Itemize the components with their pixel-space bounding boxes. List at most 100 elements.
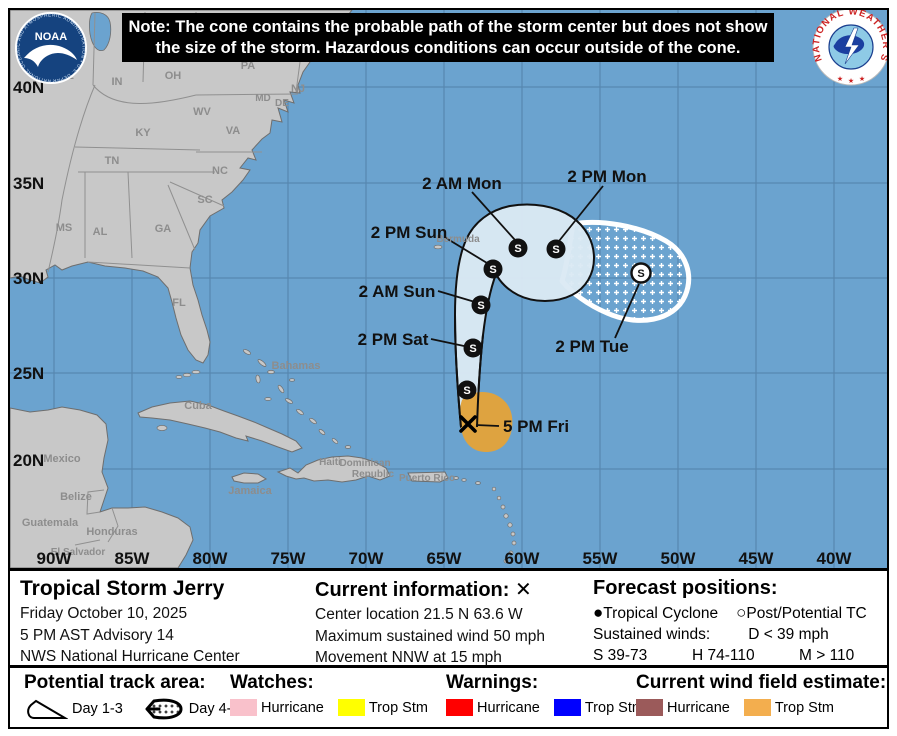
svg-text:MD: MD [255, 93, 271, 104]
svg-text:65W: 65W [427, 549, 463, 568]
tropical-cyclone-key: ●Tropical Cyclone [593, 602, 718, 624]
storm-advisory: 5 PM AST Advisory 14 [20, 626, 174, 644]
svg-text:20N: 20N [13, 451, 44, 470]
svg-text:★: ★ [859, 75, 865, 83]
storm-info-panel: Tropical Storm Jerry Friday October 10, … [20, 571, 300, 665]
svg-text:Guatemala: Guatemala [22, 517, 79, 529]
sustained-winds-label: Sustained winds: [593, 626, 711, 643]
day13-cone-icon [27, 699, 68, 719]
marker-2pm-sat: S [463, 338, 483, 358]
wind-field-heading: Current wind field estimate: [636, 672, 887, 693]
lat-labels: 40N 35N 30N 25N 20N [13, 78, 44, 470]
svg-text:Haiti: Haiti [319, 457, 341, 468]
marker-2pm-mon: S [546, 239, 566, 259]
svg-text:WV: WV [193, 106, 211, 118]
forecast-positions-panel: Forecast positions: ●Tropical Cyclone ○P… [593, 571, 885, 685]
svg-text:IN: IN [112, 76, 123, 88]
warn-tropstm-label: Trop Stm [584, 699, 644, 716]
svg-text:NOAA: NOAA [35, 31, 67, 43]
svg-text:NJ: NJ [291, 83, 305, 95]
post-potential-key: ○Post/Potential TC [736, 602, 867, 624]
svg-text:AL: AL [93, 226, 108, 238]
svg-text:2 PM Mon: 2 PM Mon [567, 167, 646, 186]
note-line2: the size of the storm. Hazardous conditi… [155, 38, 741, 57]
windfield-tropstm-label: Trop Stm [774, 699, 834, 716]
warnings-heading: Warnings: [446, 672, 539, 693]
svg-text:Dominican: Dominican [339, 458, 390, 469]
row-divider [10, 665, 887, 668]
svg-text:85W: 85W [115, 549, 151, 568]
bahamas-islands [243, 349, 352, 449]
svg-text:50W: 50W [661, 549, 697, 568]
svg-text:Cuba: Cuba [184, 400, 212, 412]
wind-class-d: D < 39 mph [748, 626, 829, 643]
svg-text:5 PM Fri: 5 PM Fri [503, 417, 569, 436]
map-canvas: IL IN OH PA NJ WV MD DE VA KY TN NC SC G… [10, 10, 887, 568]
svg-text:S: S [463, 385, 470, 397]
current-info-heading: Current information: ✕ [315, 579, 532, 601]
svg-text:40W: 40W [817, 549, 853, 568]
movement: Movement NNW at 15 mph [315, 649, 502, 666]
bermuda-island [433, 244, 443, 250]
marker-2am-sun: S [471, 295, 491, 315]
svg-text:OH: OH [165, 70, 182, 82]
windfield-hurricane-label: Hurricane [667, 699, 730, 716]
svg-text:Mexico: Mexico [43, 453, 81, 465]
svg-text:Puerto Rico: Puerto Rico [399, 473, 455, 484]
svg-text:45W: 45W [739, 549, 775, 568]
cuba-island [137, 400, 303, 453]
svg-text:FL: FL [172, 297, 186, 309]
svg-text:2 PM Tue: 2 PM Tue [555, 337, 628, 356]
hurricane-windfield-swatch [636, 699, 663, 716]
cone-note-banner: Note: The cone contains the probable pat… [122, 13, 774, 62]
warn-hurricane-key: Hurricane [446, 699, 540, 716]
svg-text:90W: 90W [37, 549, 73, 568]
svg-text:2 PM Sat: 2 PM Sat [358, 330, 429, 349]
hispaniola-island [276, 455, 391, 483]
current-info-panel: Current information: ✕ Center location 2… [315, 571, 577, 666]
svg-text:60W: 60W [505, 549, 541, 568]
watch-tropstm-key: Trop Stm [337, 699, 428, 716]
hurricane-warning-swatch [446, 699, 473, 716]
max-sustained-wind: Maximum sustained wind 50 mph [315, 627, 546, 645]
svg-text:KY: KY [135, 127, 151, 139]
windfield-tropstm-key: Trop Stm [743, 699, 834, 716]
watches-heading: Watches: [230, 672, 314, 693]
svg-text:S: S [477, 300, 484, 312]
svg-text:Belize: Belize [60, 491, 92, 503]
svg-text:2 AM Mon: 2 AM Mon [422, 174, 502, 193]
storm-title: Tropical Storm Jerry [20, 577, 225, 600]
nws-stars: ★ ★ ★ [837, 75, 865, 85]
svg-text:GA: GA [155, 223, 172, 235]
svg-text:TN: TN [105, 155, 120, 167]
center-location: Center location 21.5 N 63.6 W [315, 606, 523, 623]
legend-row: Potential track area: Day 1-3 Day 4 [10, 668, 887, 727]
filled-circle-icon: ● [593, 603, 604, 622]
svg-text:2 AM Sun: 2 AM Sun [359, 282, 436, 301]
nws-lightning-icon [844, 27, 860, 65]
watches-section: Watches: Hurricane Trop Stm [230, 672, 428, 716]
day13-label: Day 1-3 [72, 701, 123, 717]
sustained-winds-row: Sustained winds: D < 39 mph [593, 624, 885, 645]
graphic-frame: IL IN OH PA NJ WV MD DE VA KY TN NC SC G… [8, 8, 889, 729]
svg-text:S: S [469, 343, 476, 355]
svg-text:MS: MS [56, 222, 73, 234]
lesser-antilles-islands [453, 476, 517, 564]
svg-text:Jamaica: Jamaica [228, 485, 272, 497]
svg-text:S: S [489, 264, 496, 276]
watch-hurricane-label: Hurricane [261, 699, 324, 716]
svg-text:Bermuda: Bermuda [436, 234, 480, 245]
tropstm-windfield-swatch [743, 699, 771, 716]
marker-2am-sat: S [457, 380, 477, 400]
svg-text:VA: VA [226, 125, 241, 137]
tropstm-watch-swatch [337, 699, 365, 716]
svg-text:70W: 70W [349, 549, 385, 568]
day13-key: Day 1-3 [24, 697, 123, 721]
warnings-section: Warnings: Hurricane Trop Stm [446, 672, 644, 716]
svg-text:55W: 55W [583, 549, 619, 568]
svg-text:25N: 25N [13, 364, 44, 383]
wind-field-section: Current wind field estimate: Hurricane T… [636, 672, 886, 716]
marker-2pm-tue: S [630, 262, 652, 284]
day45-stipple-icon [145, 698, 183, 720]
hurricane-watch-swatch [230, 699, 257, 716]
